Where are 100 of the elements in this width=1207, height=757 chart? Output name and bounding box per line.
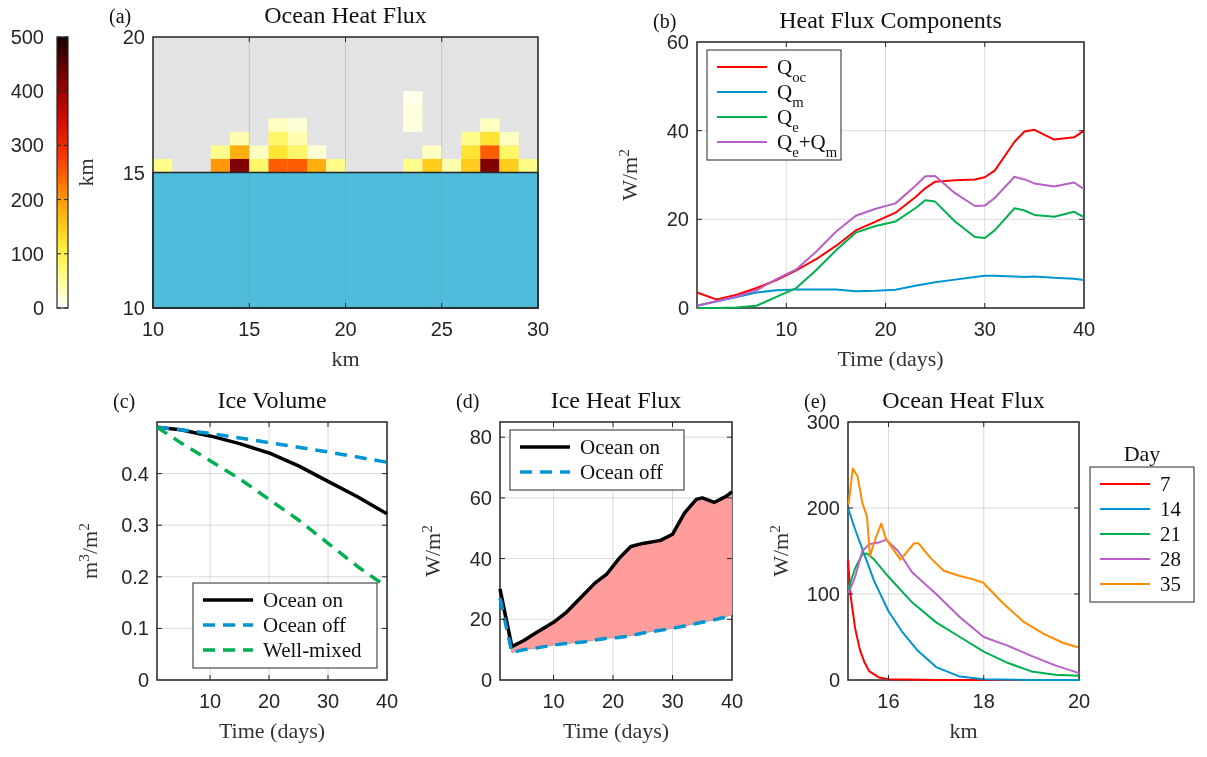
y-axis-title: km <box>73 158 98 187</box>
x-axis-title: km <box>949 718 978 743</box>
point <box>268 118 288 132</box>
text: (d) <box>456 390 480 413</box>
point <box>480 145 500 159</box>
point <box>287 158 307 173</box>
point <box>307 158 327 173</box>
x-tick-label: 30 <box>316 690 340 712</box>
x-axis-title: Time (days) <box>218 718 326 743</box>
color-bar-label: 300 <box>10 134 44 157</box>
point <box>268 131 288 146</box>
color-bar-label: 200 <box>10 188 44 211</box>
y-tick-label: 0 <box>677 297 689 319</box>
point <box>461 145 481 159</box>
y-tick-label: 0.3 <box>121 514 149 537</box>
line-series <box>696 199 1085 309</box>
chart-title: Heat Flux Components <box>779 7 1002 33</box>
legend-label: Q$_{oc}$ <box>777 55 807 85</box>
point <box>403 118 423 132</box>
chart-title: Ocean Heat Flux <box>882 387 1045 413</box>
point <box>461 158 481 173</box>
legend-label: 35 <box>1160 572 1181 596</box>
y-tick-label: 0.1 <box>121 617 149 640</box>
x-tick-label: 20 <box>874 318 897 340</box>
y-tick-label: 0.2 <box>121 565 149 588</box>
x-tick-label: 18 <box>972 690 995 712</box>
line-series <box>847 467 1080 649</box>
point <box>307 145 327 159</box>
x-tick-label: 10 <box>775 318 798 340</box>
legend-title: Day <box>1123 441 1161 466</box>
x-tick-label: 30 <box>973 318 996 340</box>
x-tick-label: 25 <box>430 318 453 340</box>
legend-label: 7 <box>1160 472 1171 496</box>
x-tick-label: 20 <box>1067 690 1091 712</box>
x-tick-label: 20 <box>601 690 625 712</box>
point <box>287 145 307 159</box>
x-axis-title: Time (days) <box>562 718 670 743</box>
y-tick-label: 0.4 <box>121 462 149 485</box>
legend-label: Well-mixed <box>263 638 363 662</box>
point <box>326 158 346 173</box>
legend-label: Ocean off <box>263 613 346 637</box>
x-tick-label: 10 <box>141 318 165 340</box>
point <box>230 131 250 146</box>
x-tick-label: 10 <box>198 690 222 712</box>
color-bar-label: 0 <box>32 297 44 319</box>
color-bar-label: 100 <box>10 242 44 265</box>
point <box>268 158 288 173</box>
point <box>461 131 481 146</box>
x-axis-title: km <box>331 346 360 371</box>
line-series <box>696 174 1085 307</box>
line-series <box>847 507 1080 681</box>
color-bar-label: 500 <box>10 26 44 48</box>
point <box>518 158 538 173</box>
y-tick-label: 60 <box>666 31 689 53</box>
x-tick-label: 16 <box>877 690 900 712</box>
y-tick-label: 20 <box>666 208 689 231</box>
point <box>230 158 250 173</box>
x-axis-title: Time (days) <box>837 346 944 371</box>
point <box>499 131 519 146</box>
point <box>403 91 423 105</box>
chart-title: Ice Volume <box>217 387 327 413</box>
y-tick-label: 40 <box>469 547 492 570</box>
point <box>480 131 500 146</box>
point <box>403 104 423 119</box>
x-tick-label: 20 <box>257 690 281 712</box>
point <box>249 158 269 173</box>
x-tick-label: 30 <box>526 318 550 340</box>
y-tick-label: 15 <box>122 161 145 184</box>
y-tick-label: 10 <box>122 297 145 319</box>
y-tick-label: 0 <box>137 669 149 691</box>
point <box>249 145 269 159</box>
point <box>422 158 442 173</box>
y-tick-label: 0 <box>828 669 840 691</box>
line-series <box>155 425 389 464</box>
legend-label: 21 <box>1160 522 1181 546</box>
point <box>422 145 442 159</box>
y-tick-label: 60 <box>469 486 492 509</box>
legend-label: Ocean on <box>263 588 344 612</box>
x-tick-label: 40 <box>720 690 744 712</box>
y-tick-label: 80 <box>469 426 492 449</box>
x-tick-label: 30 <box>661 690 684 712</box>
x-tick-label: 20 <box>334 318 357 340</box>
text: (e) <box>804 390 827 413</box>
point <box>210 145 230 159</box>
x-tick-label: 40 <box>375 690 399 712</box>
chart-title: Ocean Heat Flux <box>264 2 427 28</box>
x-tick-label: 15 <box>238 318 261 340</box>
point <box>403 158 423 173</box>
legend-label: 14 <box>1160 497 1182 521</box>
point <box>287 131 307 146</box>
text: (b) <box>653 10 677 33</box>
point <box>210 158 230 173</box>
text: (c) <box>113 390 136 413</box>
text: (a) <box>109 5 132 28</box>
color-bar-label: 400 <box>10 80 44 103</box>
legend-label: 28 <box>1160 547 1181 571</box>
legend-label: Ocean off <box>580 460 663 484</box>
y-tick-label: 20 <box>469 608 492 631</box>
point <box>499 158 519 173</box>
point <box>480 118 500 132</box>
